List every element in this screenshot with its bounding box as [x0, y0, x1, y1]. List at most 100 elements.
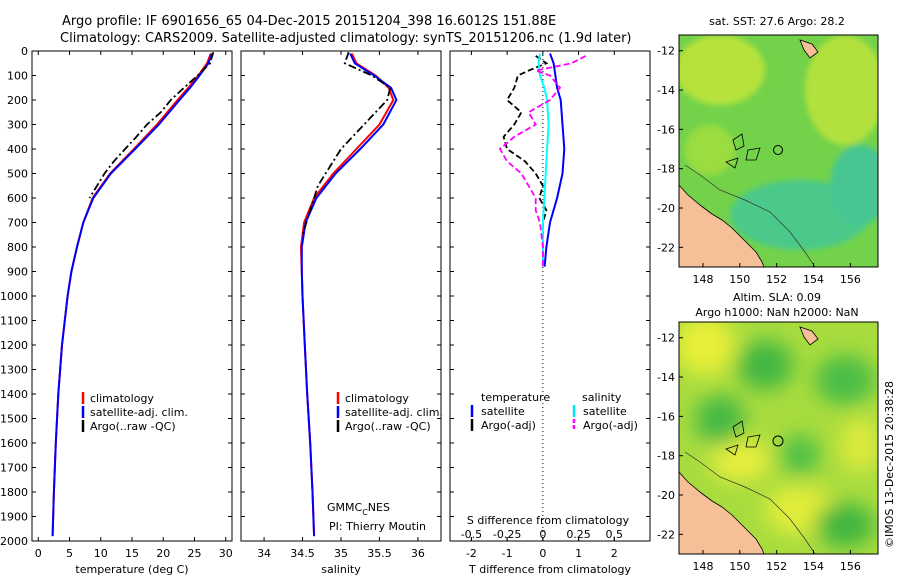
lon-tick-label: 150: [729, 560, 750, 573]
temperature-profiles: [51, 51, 215, 537]
depth-tick-label: 2000: [0, 535, 28, 548]
land-mass: [679, 471, 765, 554]
legend-climatology-label: climatology: [345, 392, 409, 405]
land-mass: [799, 39, 819, 59]
cool-patch: [830, 145, 878, 225]
legend-satellite-label: satellite-adj. clim.: [90, 406, 188, 419]
depth-tick-label: 200: [7, 94, 28, 107]
depth-tick-label: 300: [7, 119, 28, 132]
x-tick-label: 0: [539, 547, 546, 560]
header-line-1: Argo profile: IF 6901656_65 04-Dec-2015 …: [62, 14, 556, 29]
sst-map-frame: [678, 34, 879, 268]
lon-tick-label: 148: [692, 273, 713, 286]
depth-tick-label: 700: [7, 217, 28, 230]
depth-tick-label: 1600: [0, 437, 28, 450]
sla-map-subtitle: Argo h1000: NaN h2000: NaN: [695, 306, 858, 319]
land-mass: [679, 184, 765, 267]
series-line: [537, 53, 550, 267]
salinity-legend: climatology satellite-adj. clim. Argo(..…: [336, 392, 443, 433]
legend-temp-title: temperature: [481, 391, 550, 404]
t-diff-x-label: T difference from climatology: [468, 563, 631, 576]
temperature-panel: [31, 50, 233, 542]
depth-axis: 0 100 200 300 400 500 600 700 800 900 1000 1100 1200…: [0, 45, 650, 548]
x-tick-label: 34: [257, 547, 271, 560]
depth-tick-label: 1900: [0, 511, 28, 524]
s-diff-x-axis: -0.5 -0.25 0 0.25 0.5: [461, 528, 623, 541]
depth-tick-label: 1500: [0, 413, 28, 426]
x-tick-label: 30: [219, 547, 233, 560]
s-diff-x-label: S difference from climatology: [467, 514, 630, 527]
low-sla: [780, 435, 820, 475]
series-line: [299, 53, 395, 537]
legend-temp-argo-label: Argo(-adj): [481, 419, 536, 432]
legend-argo-label: Argo(..raw -QC): [345, 420, 431, 433]
depth-tick-label: 1400: [0, 388, 28, 401]
lat-tick-label: -14: [657, 84, 675, 97]
land-mass: [799, 326, 819, 346]
legend-argo-label: Argo(..raw -QC): [90, 420, 176, 433]
series-line: [502, 55, 549, 267]
sst-patches: [679, 35, 878, 250]
depth-tick-label: 500: [7, 168, 28, 181]
lon-tick-label: 150: [729, 273, 750, 286]
x-tick-label: 20: [156, 547, 170, 560]
series-line: [301, 51, 392, 236]
difference-panel: [449, 50, 651, 542]
x-tick-label: -1: [502, 547, 513, 560]
sla-patches: [679, 322, 878, 547]
low-sla: [815, 503, 875, 547]
x-tick-label: -2: [466, 547, 477, 560]
isobath: [684, 164, 816, 267]
lat-tick-label: -14: [657, 371, 675, 384]
x-tick-label: 35: [334, 547, 348, 560]
depth-tick-label: 1300: [0, 364, 28, 377]
x-tick-label: 15: [125, 547, 139, 560]
x-tick-label: 0: [35, 547, 42, 560]
x-tick-label: 10: [94, 547, 108, 560]
lat-tick-label: -22: [657, 241, 675, 254]
x-tick-label: 25: [188, 547, 202, 560]
sla-map-lat-axis: -12 -14 -16 -18 -20 -22: [657, 332, 683, 541]
x-tick-label: -0.25: [493, 528, 521, 541]
salinity-panel: [240, 50, 442, 542]
low-sla: [815, 355, 875, 405]
salinity-x-axis: 34 34.5 35 35.5 36: [257, 51, 425, 560]
sla-map: [679, 322, 878, 554]
x-tick-label: 0: [539, 528, 546, 541]
reef: [725, 420, 761, 456]
header-line-2: Climatology: CARS2009. Satellite-adjuste…: [60, 31, 632, 46]
depth-tick-label: 400: [7, 143, 28, 156]
low-sla: [695, 395, 745, 445]
difference-legend: temperature salinity satellite Argo(-adj…: [470, 391, 638, 432]
depth-tick-label: 100: [7, 70, 28, 83]
depth-tick-label: 600: [7, 192, 28, 205]
lon-tick-label: 152: [766, 273, 787, 286]
legend-sal-title: salinity: [582, 391, 622, 404]
x-tick-label: 2: [611, 547, 618, 560]
lon-tick-label: 152: [766, 560, 787, 573]
x-tick-label: 1: [575, 547, 582, 560]
sla-map-lon-axis: 148 150 152 154 156: [692, 550, 861, 573]
series-line: [300, 53, 398, 537]
lon-tick-label: 154: [803, 273, 824, 286]
series-line: [88, 51, 215, 199]
lat-tick-label: -12: [657, 45, 675, 58]
series-line: [498, 55, 587, 267]
sla-map-frame: [678, 321, 879, 555]
x-tick-label: 36: [411, 547, 425, 560]
x-tick-label: 35.5: [367, 547, 392, 560]
lat-tick-label: -16: [657, 410, 675, 423]
x-tick-label: 0.5: [606, 528, 624, 541]
salinity-profiles: [299, 51, 398, 537]
legend-sal-sat-label: satellite: [583, 405, 627, 418]
series-line: [51, 53, 213, 537]
legend-climatology-label: climatology: [90, 392, 154, 405]
t-diff-x-axis: -2 -1 0 1 2: [466, 51, 618, 560]
lon-tick-label: 156: [840, 560, 861, 573]
lat-tick-label: -12: [657, 332, 675, 345]
warm-patch: [805, 35, 878, 145]
argo-position-marker: [773, 145, 783, 155]
high-sla: [710, 438, 770, 482]
depth-tick-label: 1100: [0, 315, 28, 328]
temperature-legend: climatology satellite-adj. clim. Argo(..…: [81, 392, 188, 433]
